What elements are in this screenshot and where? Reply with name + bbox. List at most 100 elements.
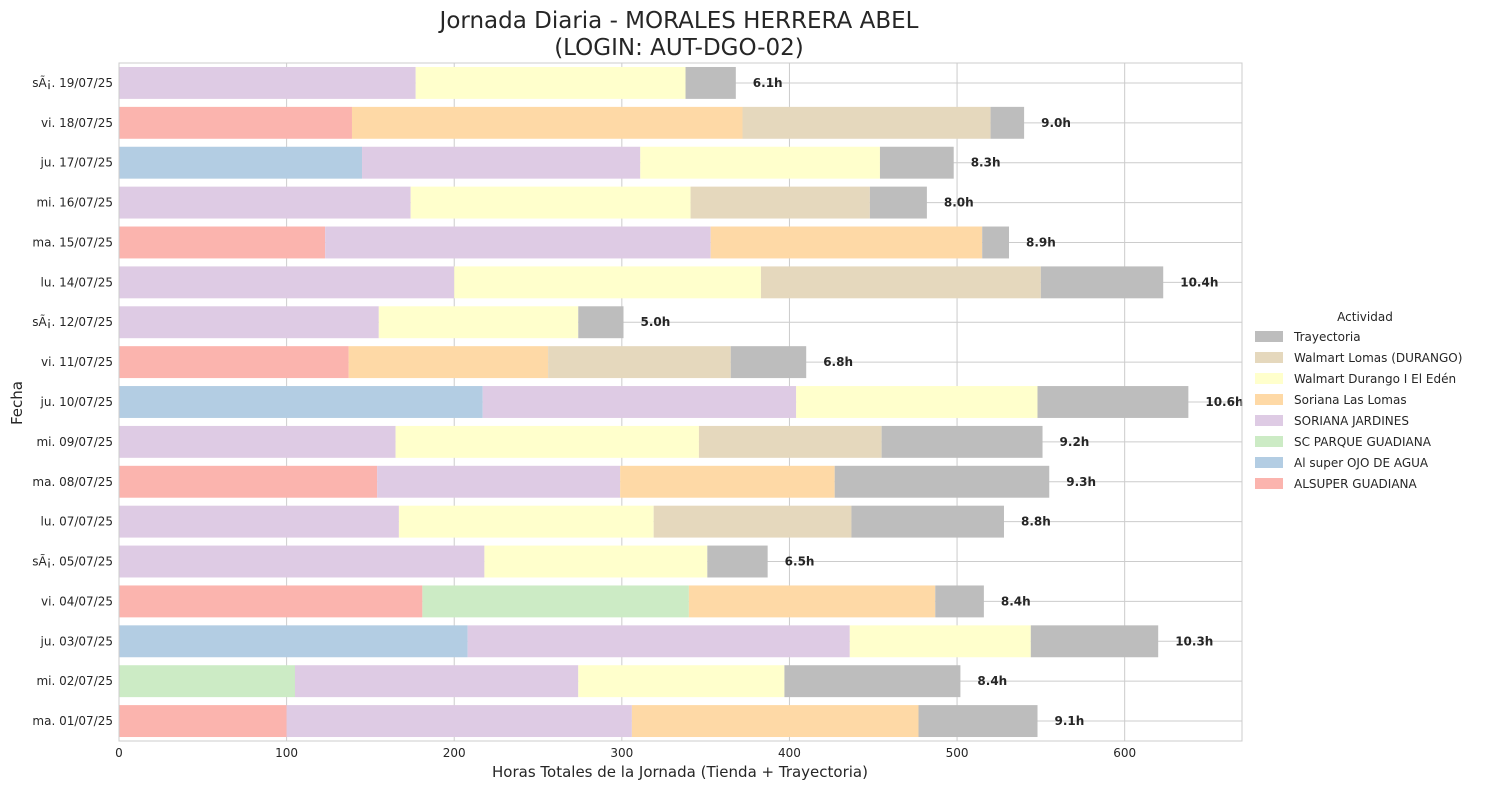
bar-segment <box>653 505 852 538</box>
bar-segment <box>119 66 416 99</box>
y-axis-label: Fecha <box>8 381 26 425</box>
bar-segment <box>119 665 295 698</box>
bar-total-label: 9.2h <box>1060 435 1090 449</box>
y-tick-label: ju. 03/07/25 <box>40 634 113 648</box>
bar-segment <box>760 266 1041 299</box>
bar-segment <box>982 226 1010 259</box>
chart-title-line2: (LOGIN: AUT-DGO-02) <box>554 35 804 61</box>
legend-swatch <box>1255 457 1283 468</box>
bar-segment <box>119 625 468 658</box>
x-tick-label: 400 <box>778 746 801 760</box>
bar-segment <box>119 386 483 418</box>
y-tick-label: lu. 07/07/25 <box>41 515 113 529</box>
bar-total-label: 8.9h <box>1026 235 1056 249</box>
bar-segment <box>484 545 708 578</box>
bar-total-label: 8.8h <box>1021 515 1051 529</box>
legend-swatch <box>1255 352 1283 363</box>
bar-segment <box>784 665 961 698</box>
bar-segment <box>851 505 1004 538</box>
y-tick-label: mi. 09/07/25 <box>36 435 113 449</box>
bar-segment <box>688 585 936 618</box>
y-tick-label: vi. 04/07/25 <box>41 594 113 608</box>
bar-segment <box>395 425 699 458</box>
bar-segment <box>578 665 785 698</box>
y-tick-label: ju. 17/07/25 <box>40 156 113 170</box>
bar-segment <box>119 505 399 538</box>
bar-total-label: 8.3h <box>971 156 1001 170</box>
bar-segment <box>351 106 743 139</box>
bar-segment <box>398 505 654 538</box>
bar-segment <box>422 585 689 618</box>
y-tick-label: ma. 15/07/25 <box>32 235 113 249</box>
bar-total-label: 6.8h <box>823 355 853 369</box>
bar-segment <box>918 705 1038 738</box>
bar-segment <box>119 226 326 259</box>
bar-segment <box>362 146 641 179</box>
bar-segment <box>119 266 455 299</box>
legend-entry-label: Soriana Las Lomas <box>1294 393 1407 407</box>
bar-segment <box>796 386 1038 418</box>
bar-segment <box>685 66 736 99</box>
bar-segment <box>119 346 349 379</box>
bar-segment <box>119 425 396 458</box>
x-tick-label: 300 <box>610 746 633 760</box>
bar-segment <box>119 106 352 139</box>
y-tick-label: ma. 01/07/25 <box>32 714 113 728</box>
bar-segment <box>377 465 621 498</box>
bar-segment <box>119 465 378 498</box>
bar-segment <box>834 465 1050 498</box>
bar-segment <box>640 146 880 179</box>
bar-segment <box>119 585 423 618</box>
x-tick-label: 200 <box>443 746 466 760</box>
bar-total-label: 10.3h <box>1175 634 1213 648</box>
x-tick-labels: 0 100 200 300 400 500 600 <box>115 746 1136 760</box>
y-tick-label: sÃ¡. 12/07/25 <box>32 314 113 329</box>
bar-segment <box>378 306 579 339</box>
legend-swatch <box>1255 478 1283 489</box>
bar-total-label: 9.1h <box>1055 714 1085 728</box>
bar-segment <box>707 545 768 578</box>
bar-segment <box>119 306 379 339</box>
bar-total-label: 8.4h <box>977 674 1007 688</box>
bar-segment <box>690 186 870 219</box>
y-tick-label: ma. 08/07/25 <box>32 475 113 489</box>
bar-segment <box>869 186 927 219</box>
bar-segment <box>990 106 1025 139</box>
bar-segment <box>730 346 807 379</box>
bar-total-label: 5.0h <box>641 315 671 329</box>
bar-segment <box>881 425 1043 458</box>
bar-segment <box>348 346 549 379</box>
y-tick-labels: sÃ¡. 19/07/25 vi. 18/07/25 ju. 17/07/25 mi.… <box>32 75 113 728</box>
bar-segment <box>710 226 983 259</box>
bar-total-label: 8.0h <box>944 196 974 210</box>
bar-segment <box>482 386 797 418</box>
data-labels-layer: 6.1h 9.0h 8.3h 8.0h 8.9h 10.4h 5.0h 6.8h 10.6h 9.… <box>641 76 1244 728</box>
bar-segment <box>578 306 624 339</box>
legend-swatch <box>1255 436 1283 447</box>
bar-segment <box>119 146 363 179</box>
legend-entry-label: Walmart Lomas (DURANGO) <box>1294 351 1462 365</box>
legend-swatch <box>1255 394 1283 405</box>
bar-segment <box>548 346 731 379</box>
legend-entry-label: Al super OJO DE AGUA <box>1294 456 1429 470</box>
bar-segment <box>119 705 287 738</box>
bar-segment <box>454 266 761 299</box>
bar-segment <box>631 705 919 738</box>
y-tick-label: sÃ¡. 19/07/25 <box>32 75 113 90</box>
legend: Actividad Trayectoria Walmart Lomas (DURA… <box>1255 310 1462 491</box>
legend-swatch <box>1255 415 1283 426</box>
bar-segment <box>415 66 686 99</box>
bar-segment <box>1030 625 1159 658</box>
plot-frame <box>118 62 1243 742</box>
bar-segment <box>1040 266 1164 299</box>
bar-segment <box>467 625 850 658</box>
bar-segment <box>742 106 991 139</box>
bar-total-label: 8.4h <box>1001 594 1031 608</box>
bar-segment <box>935 585 984 618</box>
bar-total-label: 9.0h <box>1041 116 1071 130</box>
bar-segment <box>294 665 579 698</box>
y-tick-label: ju. 10/07/25 <box>40 395 113 409</box>
bar-segment <box>410 186 691 219</box>
x-tick-label: 0 <box>115 746 123 760</box>
